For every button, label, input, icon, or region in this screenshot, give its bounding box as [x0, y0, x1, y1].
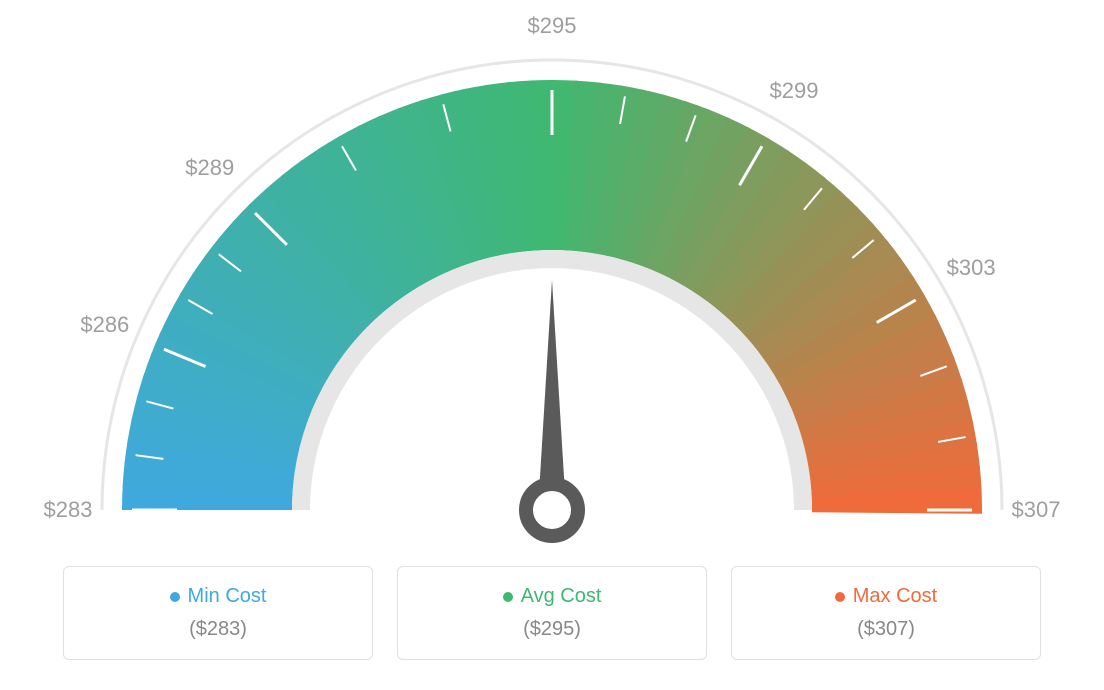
legend-text-min: Min Cost — [188, 585, 267, 608]
legend-value-max: ($307) — [732, 618, 1040, 641]
legend-label-min: Min Cost — [170, 585, 267, 608]
gauge-chart: $283 $286 $289 $295 $299 $303 $307 — [0, 0, 1104, 560]
gauge-tick-label: $286 — [80, 312, 129, 338]
legend-row: Min Cost ($283) Avg Cost ($295) Max Cost… — [0, 566, 1104, 660]
gauge-tick-label: $295 — [528, 13, 577, 39]
legend-value-avg: ($295) — [398, 618, 706, 641]
legend-box-avg: Avg Cost ($295) — [397, 566, 707, 660]
legend-dot-max — [835, 592, 845, 602]
legend-label-avg: Avg Cost — [503, 585, 602, 608]
legend-dot-min — [170, 592, 180, 602]
legend-text-avg: Avg Cost — [521, 585, 602, 608]
gauge-tick-label: $307 — [1012, 497, 1061, 523]
legend-label-max: Max Cost — [835, 585, 937, 608]
gauge-svg — [0, 0, 1104, 560]
legend-value-min: ($283) — [64, 618, 372, 641]
gauge-tick-label: $303 — [947, 255, 996, 281]
gauge-tick-label: $289 — [185, 155, 234, 181]
legend-box-min: Min Cost ($283) — [63, 566, 373, 660]
legend-text-max: Max Cost — [853, 585, 937, 608]
legend-box-max: Max Cost ($307) — [731, 566, 1041, 660]
gauge-tick-label: $283 — [44, 497, 93, 523]
legend-dot-avg — [503, 592, 513, 602]
gauge-tick-label: $299 — [770, 78, 819, 104]
